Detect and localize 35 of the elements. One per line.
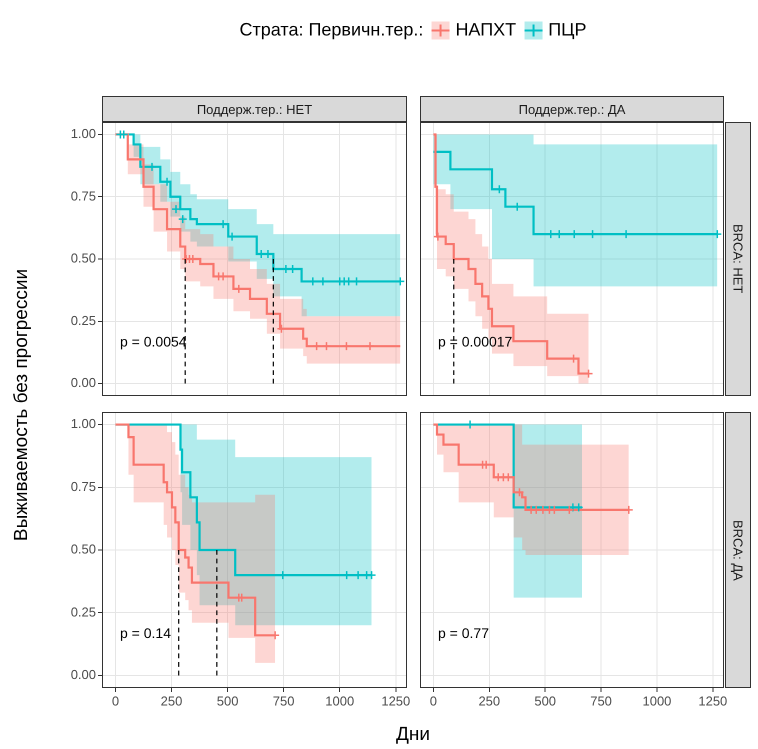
y-tick-label: 0.75 — [70, 478, 96, 494]
annotation: p = 0.14 — [120, 625, 172, 642]
chart-title: Поддерж.тер.: НЕТ — [102, 96, 407, 122]
y-tick-label: 1.00 — [70, 416, 96, 432]
y-tick-label: 0.25 — [70, 604, 96, 620]
y2-axis-title: BRCA: ДА — [730, 520, 746, 580]
x-tick-label: 250 — [160, 693, 182, 708]
x-tick-label: 0 — [112, 693, 120, 708]
legend-title: Страта: Первичн.тер.: — [240, 20, 424, 40]
x-axis-title: Дни — [396, 724, 430, 746]
y-tick-label: 1.00 — [70, 126, 96, 142]
annotation: p = 0.0054 — [120, 333, 187, 350]
x-tick-label: 1250 — [698, 693, 728, 708]
y-tick-label: 0.75 — [70, 188, 96, 204]
y2-axis-title: BRCA: НЕТ — [730, 224, 746, 294]
x-tick-label: 750 — [590, 693, 612, 708]
annotation: p = 0.77 — [438, 625, 490, 642]
x-tick-label: 0 — [430, 693, 438, 708]
x-tick-label: 1250 — [381, 693, 410, 708]
chart-title: Поддерж.тер.: ДА — [420, 96, 724, 122]
x-tick-label: 500 — [534, 693, 556, 708]
legend-label: НАПХТ — [455, 20, 516, 40]
annotation: p = 0.00017 — [438, 333, 513, 350]
x-tick-label: 250 — [478, 693, 500, 708]
x-tick-label: 750 — [272, 693, 295, 708]
y-tick-label: 0.50 — [70, 250, 96, 266]
y-tick-label: 0.50 — [70, 542, 96, 557]
y-tick-label: 0.00 — [70, 375, 96, 390]
y-tick-label: 0.00 — [70, 667, 96, 682]
legend-label: ПЦР — [548, 20, 586, 40]
x-tick-label: 1000 — [642, 693, 672, 708]
y-axis-title: Выживаемость без прогрессии — [11, 268, 33, 542]
x-tick-label: 1000 — [325, 693, 354, 708]
y-tick-label: 0.25 — [70, 312, 96, 328]
x-tick-label: 500 — [216, 693, 238, 708]
